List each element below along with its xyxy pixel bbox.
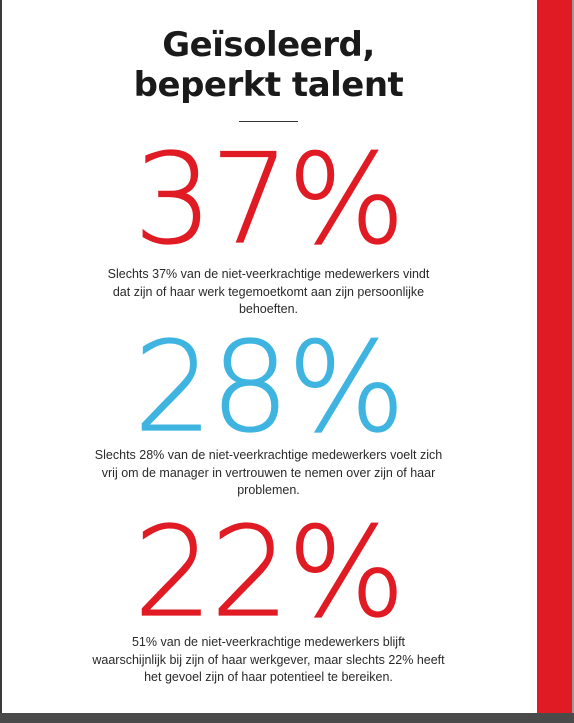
stat-1-description: Slechts 37% van de niet-veerkrachtige me…: [0, 266, 537, 319]
stat-3-value: 22%: [133, 501, 406, 645]
title-divider: [239, 121, 298, 122]
stat-3-line-2: waarschijnlijk bij zijn of haar werkgeve…: [92, 652, 445, 667]
stat-3-line-1: 51% van de niet-veerkrachtige medewerker…: [131, 635, 406, 649]
page-edge-left: [0, 0, 2, 713]
stat-1-line-1: Slechts 37% van de niet-veerkrachtige me…: [107, 267, 430, 281]
stat-3-line-3: het gevoel zijn of haar potentieel te be…: [144, 670, 393, 684]
stat-1-line-3: behoeften.: [238, 302, 299, 316]
stat-1-value: 37%: [133, 128, 406, 272]
stat-1-line-2: dat zijn of haar werk tegemoetkomt aan z…: [112, 284, 425, 299]
stat-2-line-3: problemen.: [237, 483, 300, 497]
stat-2-value: 28%: [133, 316, 406, 460]
stat-3-description: 51% van de niet-veerkrachtige medewerker…: [0, 634, 537, 687]
red-side-bar: [537, 0, 572, 713]
stat-2-line-1: Slechts 28% van de niet-veerkrachtige me…: [94, 448, 443, 462]
page-edge-right: [572, 0, 574, 713]
bottom-bar: [0, 713, 574, 723]
stat-2-description: Slechts 28% van de niet-veerkrachtige me…: [0, 447, 537, 500]
page-title-line-1: Geïsoleerd,: [162, 25, 375, 65]
page-title-line-2: beperkt talent: [133, 65, 404, 105]
stat-2-line-2: vrij om de manager in vertrouwen te neme…: [101, 465, 436, 480]
